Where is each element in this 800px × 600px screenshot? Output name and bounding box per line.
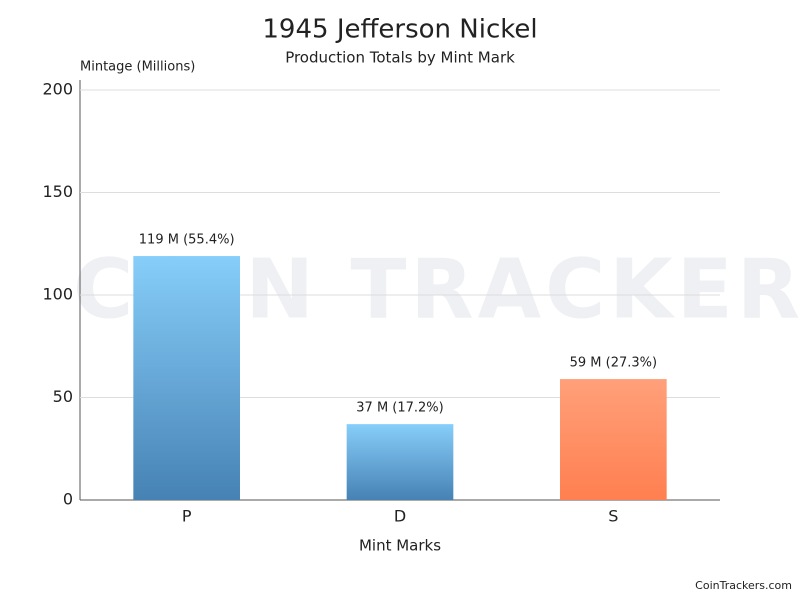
value-label: 37 M (17.2%) (356, 401, 443, 416)
y-tick-label: 50 (53, 387, 73, 406)
footer: CoinTrackers.com (695, 579, 792, 592)
y-tick-label: 100 (42, 285, 73, 304)
bar (347, 424, 454, 500)
x-tick-label: P (182, 507, 192, 526)
chart-title: 1945 Jefferson Nickel (262, 15, 537, 45)
bar (133, 256, 240, 500)
x-tick-label: S (608, 507, 618, 526)
x-axis-title: Mint Marks (359, 537, 441, 555)
y-tick-label: 200 (42, 80, 73, 99)
y-tick-label: 150 (42, 182, 73, 201)
value-label: 119 M (55.4%) (139, 233, 235, 248)
chart-subtitle: Production Totals by Mint Mark (285, 49, 515, 67)
y-tick-label: 0 (63, 490, 73, 509)
x-tick-label: D (394, 507, 406, 526)
bar (560, 379, 667, 500)
y-axis-title: Mintage (Millions) (80, 60, 195, 75)
value-label: 59 M (27.3%) (570, 356, 657, 371)
